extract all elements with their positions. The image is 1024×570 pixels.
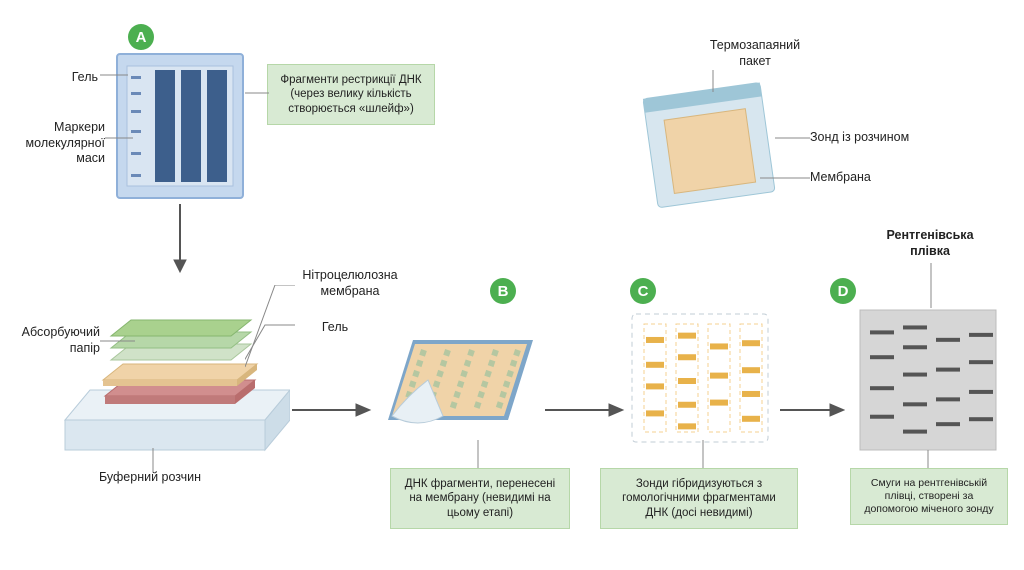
sealed-bag bbox=[640, 80, 780, 215]
gel-panel bbox=[115, 52, 245, 200]
label-markers: Маркери молекулярної маси bbox=[10, 120, 105, 167]
caption-c: Зонди гібридизуються з гомологічними фра… bbox=[600, 468, 798, 529]
xray-panel bbox=[858, 308, 998, 453]
badge-b: B bbox=[490, 278, 516, 304]
caption-d: Смуги на рентгенівській плівці, створені… bbox=[850, 468, 1008, 525]
label-gel: Гель bbox=[28, 70, 98, 86]
label-nitrocellulose: Нітроцелюлозна мембрана bbox=[290, 268, 410, 299]
label-heatsealed: Термозапаяний пакет bbox=[690, 38, 820, 69]
badge-d: D bbox=[830, 278, 856, 304]
membrane-panel bbox=[378, 310, 538, 450]
label-absorbent-paper: Абсорбуючий папір bbox=[10, 325, 100, 356]
caption-a: Фрагменти рестрикції ДНК (через велику к… bbox=[267, 64, 435, 125]
caption-b: ДНК фрагменти, перенесені на мембрану (н… bbox=[390, 468, 570, 529]
label-membrane-bag: Мембрана bbox=[810, 170, 910, 186]
badge-a: A bbox=[128, 24, 154, 50]
label-gel-stack: Гель bbox=[310, 320, 360, 336]
label-buffer: Буферний розчин bbox=[80, 470, 220, 486]
hybridization-panel bbox=[630, 312, 770, 452]
label-probe-solution: Зонд із розчином bbox=[810, 130, 950, 146]
badge-c: C bbox=[630, 278, 656, 304]
label-xray-film: Рентгенівська плівка bbox=[870, 228, 990, 259]
